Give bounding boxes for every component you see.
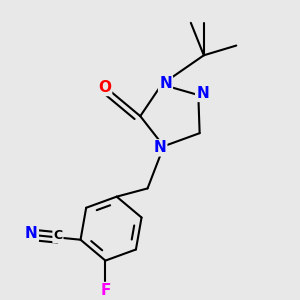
Text: N: N [154, 140, 166, 155]
Text: N: N [196, 86, 209, 101]
Text: O: O [98, 80, 111, 95]
Text: C: C [53, 229, 62, 242]
Text: N: N [25, 226, 38, 241]
Text: F: F [100, 283, 111, 298]
Text: N: N [159, 76, 172, 92]
